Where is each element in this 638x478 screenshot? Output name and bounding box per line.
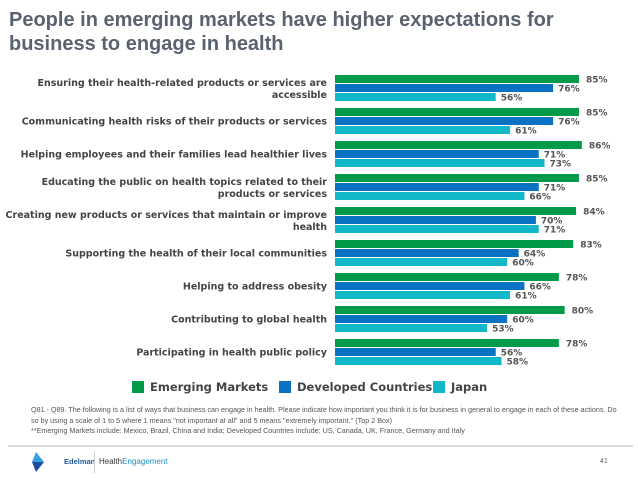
bar bbox=[335, 225, 539, 233]
data-label: 85% bbox=[586, 76, 608, 86]
data-label: 61% bbox=[515, 292, 537, 302]
bar bbox=[335, 357, 502, 365]
legend-swatch bbox=[279, 381, 291, 393]
data-label: 83% bbox=[580, 241, 602, 251]
category-label: Ensuring their health-related products o… bbox=[37, 78, 327, 101]
bar bbox=[335, 207, 577, 215]
category-label: Supporting the health of their local com… bbox=[65, 249, 327, 260]
bar bbox=[335, 282, 525, 290]
bar bbox=[335, 93, 496, 101]
bar bbox=[335, 192, 525, 200]
footnote-definitions: **Emerging Markets include: Mexico, Braz… bbox=[31, 426, 465, 435]
data-label: 66% bbox=[529, 283, 551, 293]
legend-swatch bbox=[433, 381, 445, 393]
legend-swatch bbox=[132, 381, 144, 393]
bar bbox=[335, 291, 511, 299]
data-label: 71% bbox=[544, 226, 566, 236]
bar bbox=[335, 108, 579, 116]
data-label: 56% bbox=[501, 94, 523, 104]
bar bbox=[335, 216, 536, 224]
data-label: 60% bbox=[512, 316, 534, 326]
bar bbox=[335, 75, 579, 83]
data-label: 71% bbox=[544, 151, 566, 161]
footnote: Q81.- Q89. The following is a list of wa… bbox=[31, 405, 621, 437]
page-number: 41 bbox=[600, 458, 608, 465]
bar bbox=[335, 84, 554, 92]
chart-title: People in emerging markets have higher e… bbox=[9, 9, 554, 55]
category-label: Educating the public on health topics re… bbox=[42, 177, 328, 200]
data-label: 85% bbox=[586, 175, 608, 185]
data-label: 78% bbox=[566, 340, 588, 350]
data-label: 73% bbox=[550, 160, 572, 170]
product-name-b: Engagement bbox=[122, 457, 168, 466]
bar bbox=[335, 324, 488, 332]
bar bbox=[335, 141, 582, 149]
bar-chart: Ensuring their health-related products o… bbox=[6, 75, 611, 394]
bar bbox=[335, 273, 559, 281]
category-label: Creating new products or services that m… bbox=[6, 210, 328, 233]
data-label: 66% bbox=[529, 193, 551, 203]
category-label: Contributing to global health bbox=[171, 315, 327, 326]
data-label: 85% bbox=[586, 109, 608, 119]
legend-label: Emerging Markets bbox=[150, 380, 268, 394]
bar bbox=[335, 183, 539, 191]
data-label: 64% bbox=[524, 250, 546, 260]
data-label: 76% bbox=[558, 85, 580, 95]
bar bbox=[335, 306, 565, 314]
category-label: Helping employees and their families lea… bbox=[21, 150, 328, 161]
category-label: Participating in health public policy bbox=[136, 348, 327, 359]
edelman-logo-icon bbox=[32, 452, 44, 472]
bar bbox=[335, 249, 519, 257]
brand-name: Edelman bbox=[64, 457, 96, 466]
footnote-question: Q81.- Q89. The following is a list of wa… bbox=[31, 405, 617, 425]
data-label: 80% bbox=[572, 307, 594, 317]
data-label: 58% bbox=[506, 358, 528, 368]
bar bbox=[335, 348, 496, 356]
data-label: 76% bbox=[558, 118, 580, 128]
data-label: 56% bbox=[501, 349, 523, 359]
data-label: 84% bbox=[583, 208, 605, 218]
data-label: 86% bbox=[589, 142, 611, 152]
bar bbox=[335, 258, 508, 266]
data-label: 78% bbox=[566, 274, 588, 284]
divider bbox=[8, 445, 633, 447]
bar bbox=[335, 174, 579, 182]
bar bbox=[335, 159, 545, 167]
data-label: 71% bbox=[544, 184, 566, 194]
bar bbox=[335, 315, 508, 323]
data-label: 61% bbox=[515, 127, 537, 137]
footer-separator bbox=[94, 451, 95, 473]
bar bbox=[335, 126, 511, 134]
legend-label: Japan bbox=[450, 380, 487, 394]
data-label: 60% bbox=[512, 259, 534, 269]
bar bbox=[335, 150, 539, 158]
product-name-a: Health bbox=[99, 457, 123, 466]
data-label: 70% bbox=[541, 217, 563, 227]
legend-label: Developed Countries bbox=[297, 380, 432, 394]
category-label: Communicating health risks of their prod… bbox=[22, 117, 328, 128]
bar bbox=[335, 117, 554, 125]
category-label: Helping to address obesity bbox=[183, 282, 328, 293]
product-name: HealthEngagement bbox=[99, 457, 168, 466]
bar bbox=[335, 240, 574, 248]
data-label: 53% bbox=[492, 325, 514, 335]
bar bbox=[335, 339, 559, 347]
